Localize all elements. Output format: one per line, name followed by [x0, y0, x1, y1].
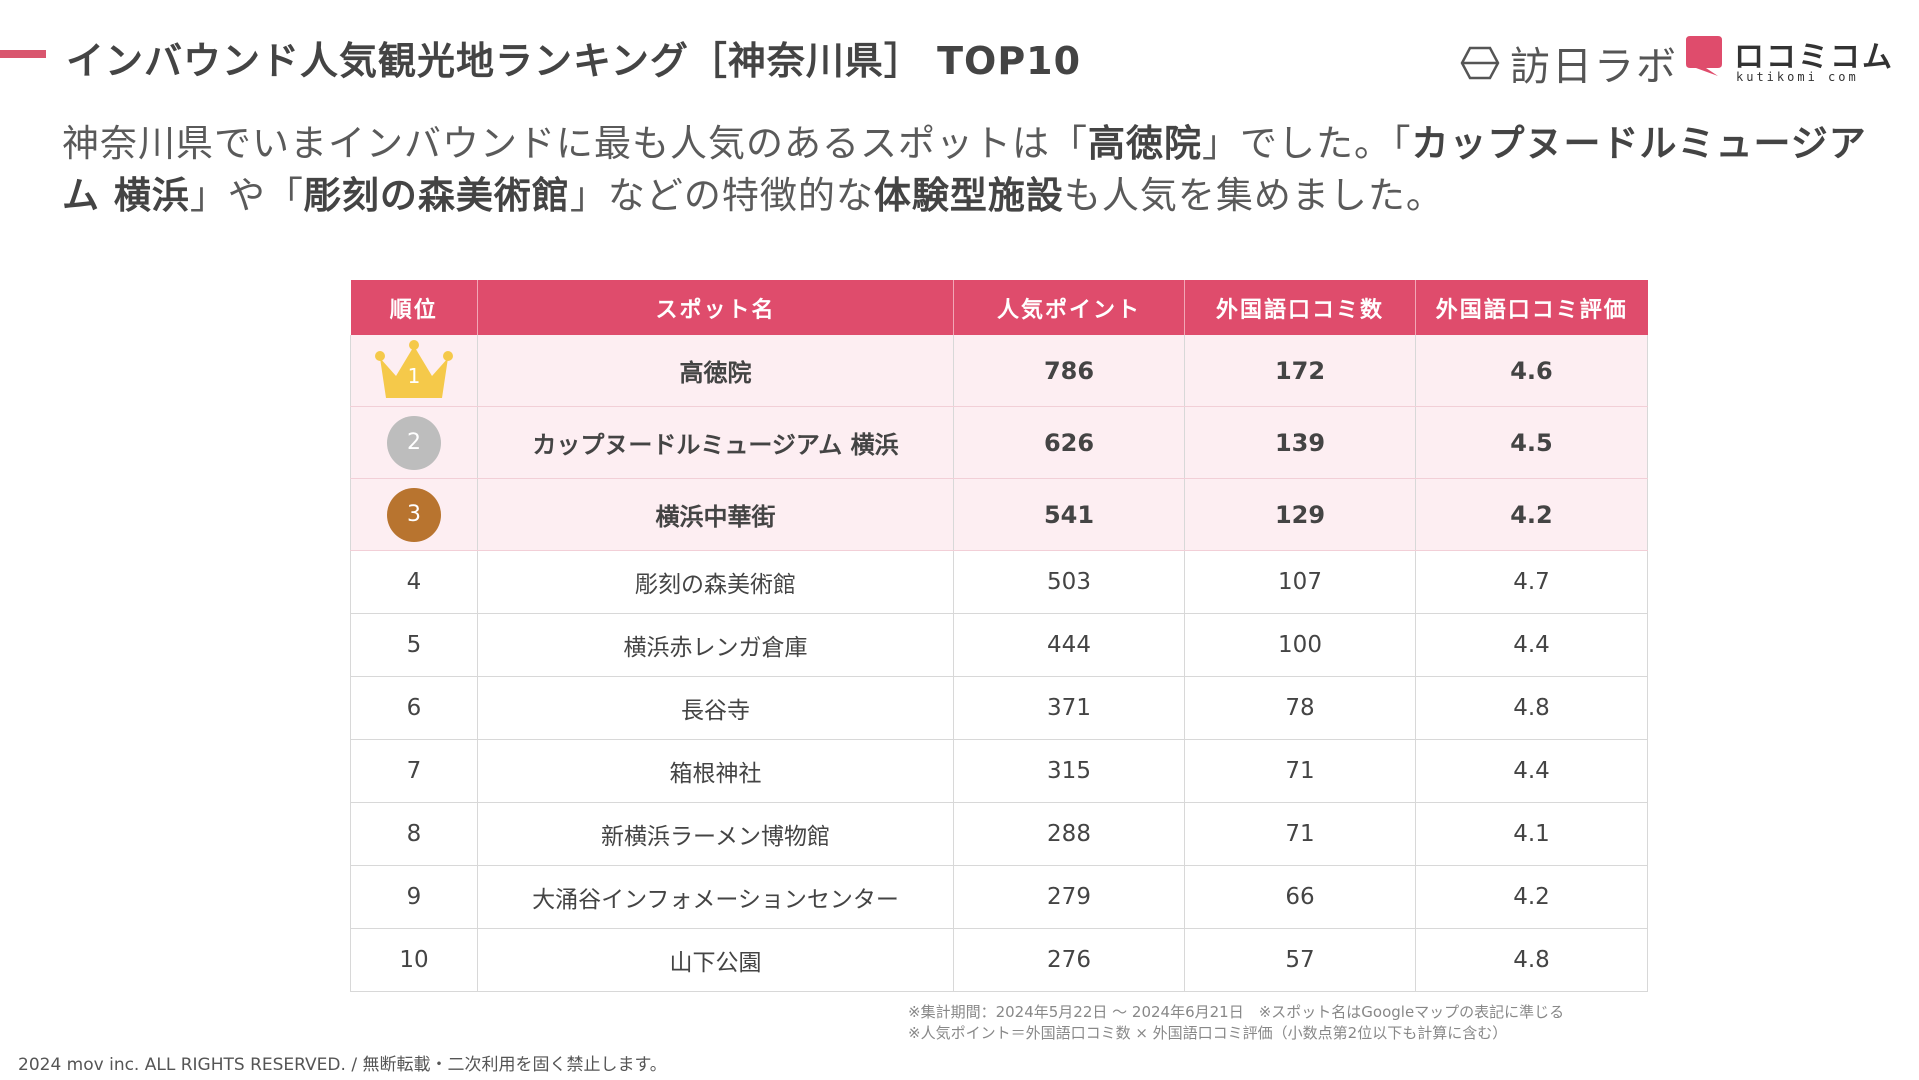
reviews-value: 71	[1184, 802, 1416, 866]
spot-name: カップヌードルミュージアム 横浜	[477, 406, 954, 479]
reviews-value: 66	[1184, 865, 1416, 929]
silver-medal-icon: 2	[387, 415, 441, 470]
rank-cell: 5	[350, 613, 478, 677]
rank-cell: 8	[350, 802, 478, 866]
lead-highlight: 高徳院	[1088, 122, 1202, 165]
rank-cell: 7	[350, 739, 478, 803]
table-row: 8 新横浜ラーメン博物館 288 71 4.1	[350, 802, 1648, 866]
spot-name: 横浜赤レンガ倉庫	[477, 613, 954, 677]
kuchikomi-logo-icon	[1686, 36, 1722, 76]
rating-value: 4.6	[1415, 335, 1648, 407]
kuchikomi-logo-text: ロコミコム	[1734, 40, 1894, 75]
rank-cell: 4	[350, 550, 478, 614]
table-row: 6 長谷寺 371 78 4.8	[350, 676, 1648, 740]
rating-value: 4.2	[1415, 865, 1648, 929]
table-row: 5 横浜赤レンガ倉庫 444 100 4.4	[350, 613, 1648, 677]
rank-number: 2	[407, 430, 421, 455]
reviews-value: 139	[1184, 406, 1416, 479]
rating-value: 4.8	[1415, 676, 1648, 740]
spot-name: 新横浜ラーメン博物館	[477, 802, 954, 866]
reviews-value: 129	[1184, 478, 1416, 551]
lead-paragraph: 神奈川県でいまインバウンドに最も人気のあるスポットは「高徳院」でした。「カップヌ…	[62, 118, 1882, 222]
rank-cell: 1	[350, 335, 478, 407]
lead-text: 神奈川県でいまインバウンドに最も人気のあるスポットは「	[62, 122, 1088, 165]
crown-icon: 1	[374, 339, 454, 402]
points-value: 371	[953, 676, 1185, 740]
spot-name: 山下公園	[477, 928, 954, 992]
rating-value: 4.4	[1415, 613, 1648, 677]
houmon-lab-logo-text: 訪日ラボ	[1510, 44, 1678, 90]
footnote-formula: ※人気ポイント＝外国語口コミ数 × 外国語口コミ評価（小数点第2位以下も計算に含…	[908, 1024, 1508, 1042]
kuchikomi-logo: ロコミコム kutikomi com	[1684, 34, 1892, 84]
spot-name: 箱根神社	[477, 739, 954, 803]
rank-cell: 10	[350, 928, 478, 992]
rating-value: 4.4	[1415, 739, 1648, 803]
rank-cell: 9	[350, 865, 478, 929]
table-row: 4 彫刻の森美術館 503 107 4.7	[350, 550, 1648, 614]
spot-name: 横浜中華街	[477, 478, 954, 551]
rank-number: 3	[407, 502, 421, 527]
kuchikomi-logo-domain: kutikomi com	[1736, 70, 1859, 84]
table-row: 1 高徳院 786 172 4.6	[350, 335, 1648, 407]
points-value: 444	[953, 613, 1185, 677]
reviews-value: 57	[1184, 928, 1416, 992]
reviews-value: 78	[1184, 676, 1416, 740]
table-row: 9 大涌谷インフォメーションセンター 279 66 4.2	[350, 865, 1648, 929]
title-accent-bar	[0, 50, 46, 58]
points-value: 279	[953, 865, 1185, 929]
points-value: 503	[953, 550, 1185, 614]
reviews-value: 107	[1184, 550, 1416, 614]
spot-name: 長谷寺	[477, 676, 954, 740]
points-value: 786	[953, 335, 1185, 407]
column-header-rating: 外国語口コミ評価	[1415, 280, 1648, 335]
lead-text: も人気を集めました。	[1063, 174, 1444, 217]
rating-value: 4.5	[1415, 406, 1648, 479]
spot-name: 高徳院	[477, 335, 954, 407]
ranking-table: 順位 スポット名 人気ポイント 外国語口コミ数 外国語口コミ評価	[350, 280, 1648, 992]
lead-highlight: カップヌードルミュージアム 横浜	[62, 122, 1867, 217]
table-header-row: 順位 スポット名 人気ポイント 外国語口コミ数 外国語口コミ評価	[350, 280, 1648, 335]
reviews-value: 71	[1184, 739, 1416, 803]
table-row: 7 箱根神社 315 71 4.4	[350, 739, 1648, 803]
points-value: 541	[953, 478, 1185, 551]
bronze-medal-icon: 3	[387, 487, 441, 542]
column-header-spot: スポット名	[477, 280, 954, 335]
houmon-lab-logo-icon	[1460, 46, 1500, 80]
table-row: 3 横浜中華街 541 129 4.2	[350, 478, 1648, 551]
lead-text: 」や「	[189, 174, 304, 217]
column-header-rank: 順位	[350, 280, 478, 335]
table-row: 10 山下公園 276 57 4.8	[350, 928, 1648, 992]
rank-number: 1	[407, 363, 421, 388]
page-title: インバウンド人気観光地ランキング［神奈川県］ TOP10	[66, 39, 1082, 83]
points-value: 276	[953, 928, 1185, 992]
lead-highlight: 体験型施設	[873, 174, 1064, 217]
footnote-period: ※集計期間：2024年5月22日 〜 2024年6月21日 ※スポット名はGoo…	[908, 1003, 1565, 1021]
points-value: 315	[953, 739, 1185, 803]
rating-value: 4.7	[1415, 550, 1648, 614]
rating-value: 4.8	[1415, 928, 1648, 992]
footnotes: ※集計期間：2024年5月22日 〜 2024年6月21日 ※スポット名はGoo…	[908, 1002, 1564, 1044]
logo-area: 訪日ラボ ロコミコム kutikomi com	[1460, 30, 1892, 90]
rating-value: 4.1	[1415, 802, 1648, 866]
table-row: 2 カップヌードルミュージアム 横浜 626 139 4.5	[350, 406, 1648, 479]
spot-name: 大涌谷インフォメーションセンター	[477, 865, 954, 929]
rank-cell: 2	[350, 406, 478, 479]
rank-cell: 6	[350, 676, 478, 740]
lead-text: 」などの特徴的な	[569, 174, 874, 217]
column-header-points: 人気ポイント	[953, 280, 1185, 335]
points-value: 288	[953, 802, 1185, 866]
lead-highlight: 彫刻の森美術館	[303, 174, 570, 217]
column-header-reviews: 外国語口コミ数	[1184, 280, 1416, 335]
houmon-lab-logo: 訪日ラボ	[1460, 34, 1678, 92]
copyright-footer: 2024 mov inc. ALL RIGHTS RESERVED. / 無断転…	[18, 1055, 667, 1075]
reviews-value: 100	[1184, 613, 1416, 677]
rating-value: 4.2	[1415, 478, 1648, 551]
points-value: 626	[953, 406, 1185, 479]
rank-cell: 3	[350, 478, 478, 551]
reviews-value: 172	[1184, 335, 1416, 407]
lead-text: 」でした。「	[1202, 122, 1412, 165]
spot-name: 彫刻の森美術館	[477, 550, 954, 614]
